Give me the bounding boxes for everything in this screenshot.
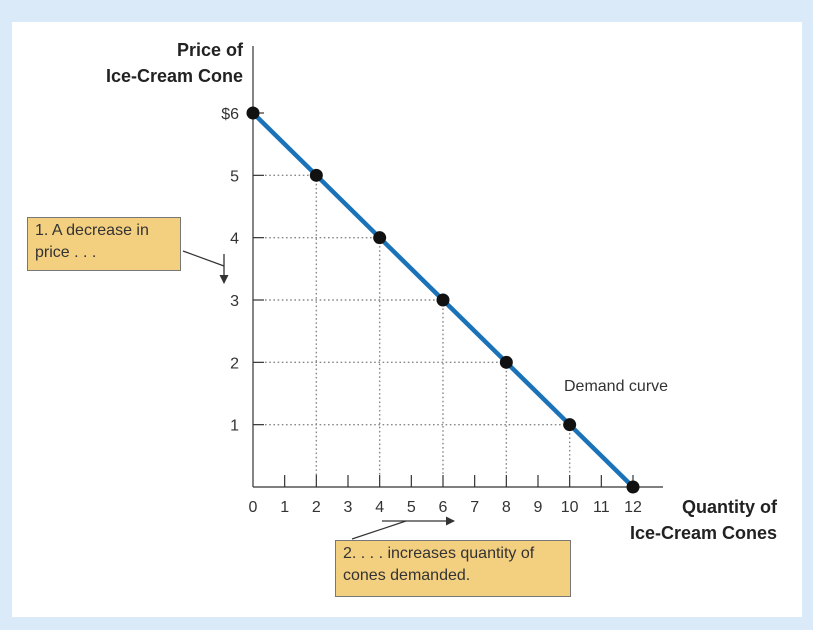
x-tick-label: 6 <box>439 499 448 516</box>
x-tick-label: 5 <box>407 499 416 516</box>
data-point <box>436 293 450 307</box>
x-tick-label: 9 <box>534 499 543 516</box>
price-decrease-note: 1. A decrease in price . . . <box>27 217 181 271</box>
x-tick-label: 10 <box>561 499 579 516</box>
x-tick-label: 3 <box>344 499 353 516</box>
x-tick-label: 1 <box>280 499 289 516</box>
x-tick-label: 0 <box>249 499 258 516</box>
series-layer <box>246 106 640 494</box>
y-tick-label: 2 <box>230 355 239 372</box>
price-note-line1: 1. A decrease in <box>35 222 149 239</box>
data-point <box>626 480 640 494</box>
y-tick-label: 1 <box>230 418 239 435</box>
x-axis-title-line2: Ice-Cream Cones <box>630 523 777 543</box>
y-tick-label: 5 <box>230 168 239 185</box>
x-tick-label: 4 <box>375 499 384 516</box>
quantity-increase-note: 2. . . . increases quantity of cones dem… <box>335 540 571 597</box>
demand-curve-label: Demand curve <box>564 378 668 395</box>
x-tick-label: 12 <box>624 499 642 516</box>
dotted-guides <box>265 174 571 475</box>
data-point <box>563 418 577 432</box>
price-note-line2: price . . . <box>35 244 97 261</box>
y-tick-label: 3 <box>230 293 239 310</box>
quantity-note-line1: 2. . . . increases quantity of <box>343 545 535 562</box>
x-tick-label: 7 <box>470 499 479 516</box>
quantity-arrow <box>351 520 407 540</box>
data-point <box>309 168 323 182</box>
data-point <box>499 355 513 369</box>
x-tick-label: 11 <box>593 499 610 516</box>
axes <box>252 46 663 488</box>
data-point <box>246 106 260 120</box>
x-tick-label: 2 <box>312 499 321 516</box>
figure-panel <box>12 22 802 617</box>
x-tick-label: 8 <box>502 499 511 516</box>
y-axis-title-line1: Price of <box>177 40 244 60</box>
y-axis-title-line2: Ice-Cream Cone <box>106 66 243 86</box>
price-arrow-leader <box>182 250 225 267</box>
data-point <box>373 231 387 245</box>
x-axis-title-line1: Quantity of <box>682 497 778 517</box>
quantity-note-line2: cones demanded. <box>343 567 471 584</box>
y-tick-label: 4 <box>230 231 239 248</box>
y-tick-label: $6 <box>221 106 239 123</box>
